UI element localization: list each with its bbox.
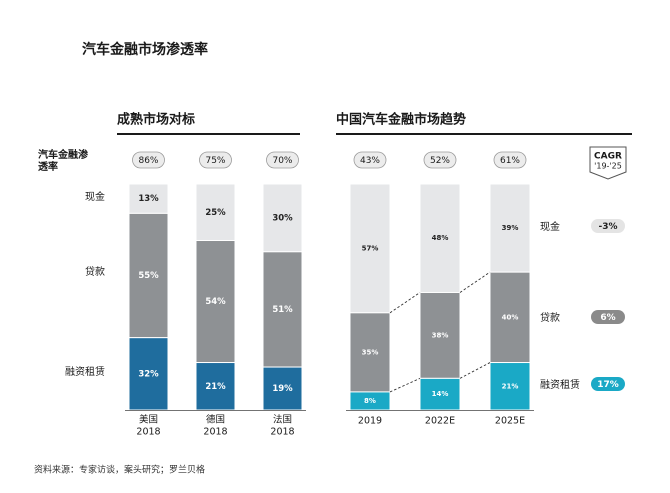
china-trend-connector bbox=[389, 377, 421, 393]
china-tick: 2022E bbox=[425, 416, 455, 427]
cagr-pill bbox=[591, 310, 625, 324]
mature-legend-lease: 融资租赁 bbox=[65, 365, 105, 378]
cagr-period: '19-'25 bbox=[594, 162, 622, 171]
mature-tick-name: 法国 bbox=[273, 414, 292, 426]
mature-penetration-pill bbox=[132, 151, 165, 169]
cagr-value: -3% bbox=[598, 222, 617, 232]
china-tick: 2025E bbox=[495, 416, 525, 427]
mature-label-lease: 19% bbox=[272, 384, 293, 394]
mature-label-loan: 54% bbox=[205, 297, 226, 307]
china-penetration-value: 52% bbox=[430, 156, 450, 166]
china-trend-connector bbox=[459, 271, 491, 293]
page-title: 汽车金融市场渗透率 bbox=[82, 41, 208, 58]
cagr-badge bbox=[589, 146, 627, 180]
source-note: 资料来源：专家访谈，案头研究；罗兰贝格 bbox=[34, 464, 205, 476]
china-bar-loan bbox=[419, 291, 461, 379]
cagr-pill bbox=[591, 377, 625, 391]
mature-bar-cash bbox=[262, 183, 303, 253]
mature-tick-year: 2018 bbox=[136, 427, 160, 438]
mature-label-cash: 30% bbox=[272, 213, 293, 223]
mature-bar-loan bbox=[128, 212, 169, 339]
china-title: 中国汽车金融市场趋势 bbox=[336, 112, 466, 128]
china-tick: 2019 bbox=[358, 416, 382, 427]
mature-bar-lease bbox=[262, 366, 303, 411]
china-penetration-pill bbox=[493, 151, 527, 169]
china-penetration-value: 61% bbox=[500, 156, 520, 166]
china-penetration-value: 43% bbox=[360, 156, 380, 166]
china-label-lease: 8% bbox=[364, 397, 376, 405]
mature-bar-lease bbox=[128, 337, 169, 411]
mature-penetration-pill bbox=[266, 151, 299, 169]
china-legend-cash: 现金 bbox=[540, 220, 560, 233]
mature-legend-loan: 贷款 bbox=[85, 265, 105, 278]
china-label-cash: 57% bbox=[362, 244, 379, 252]
china-bar-cash bbox=[489, 183, 531, 273]
cagr-title: CAGR bbox=[594, 152, 622, 162]
china-bar-loan bbox=[349, 312, 391, 393]
china-bar-cash bbox=[349, 183, 391, 314]
penetration-label: 汽车金融渗透率 bbox=[38, 148, 89, 173]
china-bar-lease bbox=[419, 377, 461, 411]
mature-legend-cash: 现金 bbox=[85, 190, 105, 203]
mature-tick-year: 2018 bbox=[203, 427, 227, 438]
mature-label-lease: 32% bbox=[138, 369, 159, 379]
penetration-label-line: 透率 bbox=[38, 160, 58, 173]
penetration-label-line: 汽车金融渗 bbox=[38, 148, 89, 161]
china-label-cash: 39% bbox=[502, 224, 519, 232]
mature-label-lease: 21% bbox=[205, 382, 226, 392]
cagr-value: 17% bbox=[597, 380, 619, 390]
china-legend-loan: 贷款 bbox=[540, 311, 560, 324]
mature-tick-year: 2018 bbox=[270, 427, 294, 438]
mature-tick-name: 德国 bbox=[206, 414, 225, 426]
china-bar-lease bbox=[489, 362, 531, 411]
mature-label-loan: 55% bbox=[138, 271, 159, 281]
mature-label-cash: 13% bbox=[138, 194, 159, 204]
china-label-loan: 40% bbox=[502, 313, 519, 321]
mature-penetration-value: 86% bbox=[138, 156, 158, 166]
mature-label-loan: 51% bbox=[272, 305, 293, 315]
china-bar-lease bbox=[349, 391, 391, 411]
mature-bar-cash bbox=[195, 183, 236, 241]
china-bar-cash bbox=[419, 183, 461, 293]
china-label-lease: 14% bbox=[432, 390, 449, 398]
mature-label-cash: 25% bbox=[205, 208, 226, 218]
china-bar-loan bbox=[489, 271, 531, 364]
mature-bar-lease bbox=[195, 362, 236, 411]
mature-tick-name: 美国 bbox=[139, 414, 158, 426]
mature-bar-loan bbox=[262, 251, 303, 368]
mature-penetration-pill bbox=[199, 151, 232, 169]
china-legend-lease: 融资租赁 bbox=[540, 378, 580, 391]
cagr-value: 6% bbox=[600, 313, 615, 323]
china-label-loan: 35% bbox=[362, 348, 379, 356]
mature-title: 成熟市场对标 bbox=[117, 112, 195, 128]
china-label-cash: 48% bbox=[432, 234, 449, 242]
mature-bar-loan bbox=[195, 240, 236, 364]
china-label-loan: 38% bbox=[432, 331, 449, 339]
mature-penetration-value: 75% bbox=[205, 156, 225, 166]
cagr-pill bbox=[591, 219, 625, 233]
china-label-lease: 21% bbox=[502, 382, 519, 390]
china-penetration-pill bbox=[423, 151, 457, 169]
china-trend-connector bbox=[459, 362, 491, 379]
china-penetration-pill bbox=[353, 151, 387, 169]
mature-penetration-value: 70% bbox=[272, 156, 292, 166]
china-trend-connector bbox=[389, 292, 421, 314]
